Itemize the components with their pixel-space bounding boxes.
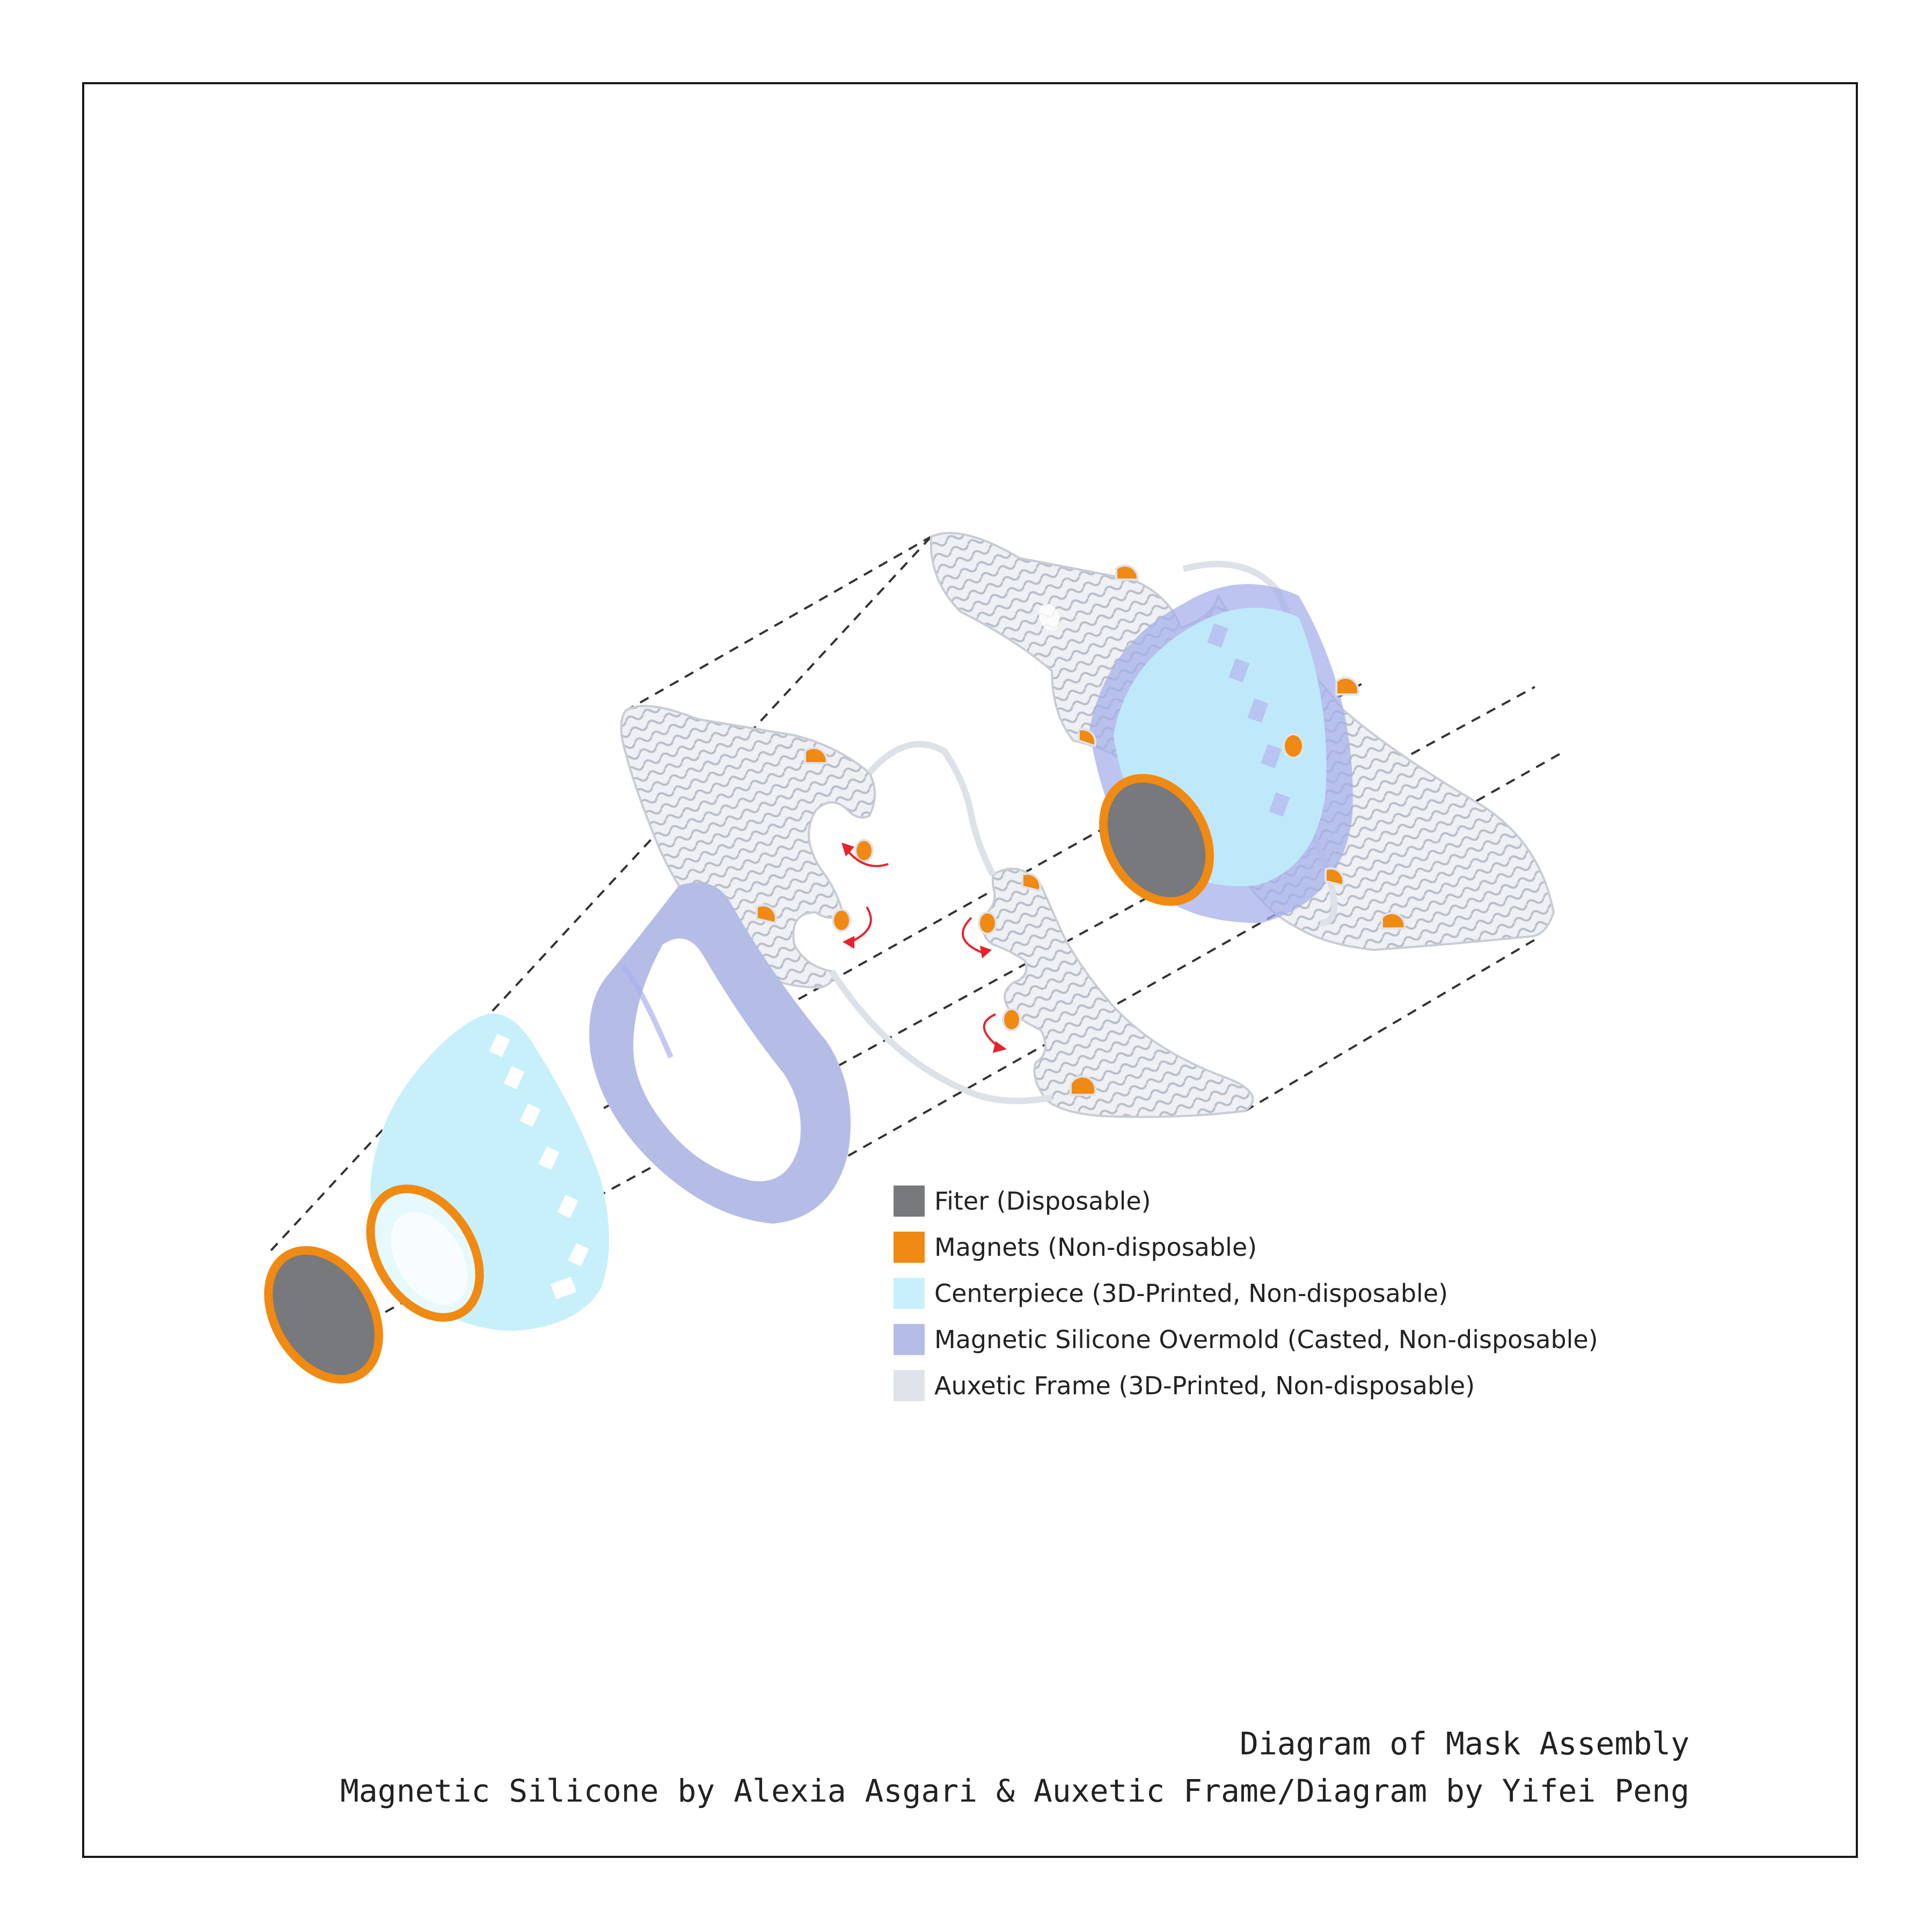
caption-credits: Magnetic Silicone by Alexia Asgari & Aux… (340, 1767, 1689, 1814)
legend-swatch-filter (894, 1185, 925, 1217)
legend-item-centerpiece: Centerpiece (3D-Printed, Non-disposable) (894, 1270, 1598, 1316)
legend: Fiter (Disposable) Magnets (Non-disposab… (894, 1178, 1598, 1409)
legend-label: Magnetic Silicone Overmold (Casted, Non-… (934, 1325, 1598, 1354)
legend-item-magnets: Magnets (Non-disposable) (894, 1224, 1598, 1270)
caption: Diagram of Mask Assembly Magnetic Silico… (340, 1720, 1689, 1814)
legend-swatch-magnets (894, 1232, 925, 1263)
legend-label: Centerpiece (3D-Printed, Non-disposable) (934, 1279, 1448, 1308)
legend-swatch-silicone-overmold (894, 1324, 925, 1355)
caption-title: Diagram of Mask Assembly (340, 1720, 1689, 1767)
legend-item-filter: Fiter (Disposable) (894, 1178, 1598, 1224)
legend-label: Fiter (Disposable) (934, 1187, 1151, 1216)
centerpiece (348, 1014, 609, 1337)
legend-label: Auxetic Frame (3D-Printed, Non-disposabl… (934, 1371, 1475, 1400)
legend-label: Magnets (Non-disposable) (934, 1233, 1257, 1262)
legend-swatch-centerpiece (894, 1278, 925, 1309)
silicone-overmold (589, 882, 851, 1224)
legend-item-silicone-overmold: Magnetic Silicone Overmold (Casted, Non-… (894, 1316, 1598, 1363)
legend-item-auxetic-frame: Auxetic Frame (3D-Printed, Non-disposabl… (894, 1363, 1598, 1409)
legend-swatch-auxetic-frame (894, 1370, 925, 1401)
